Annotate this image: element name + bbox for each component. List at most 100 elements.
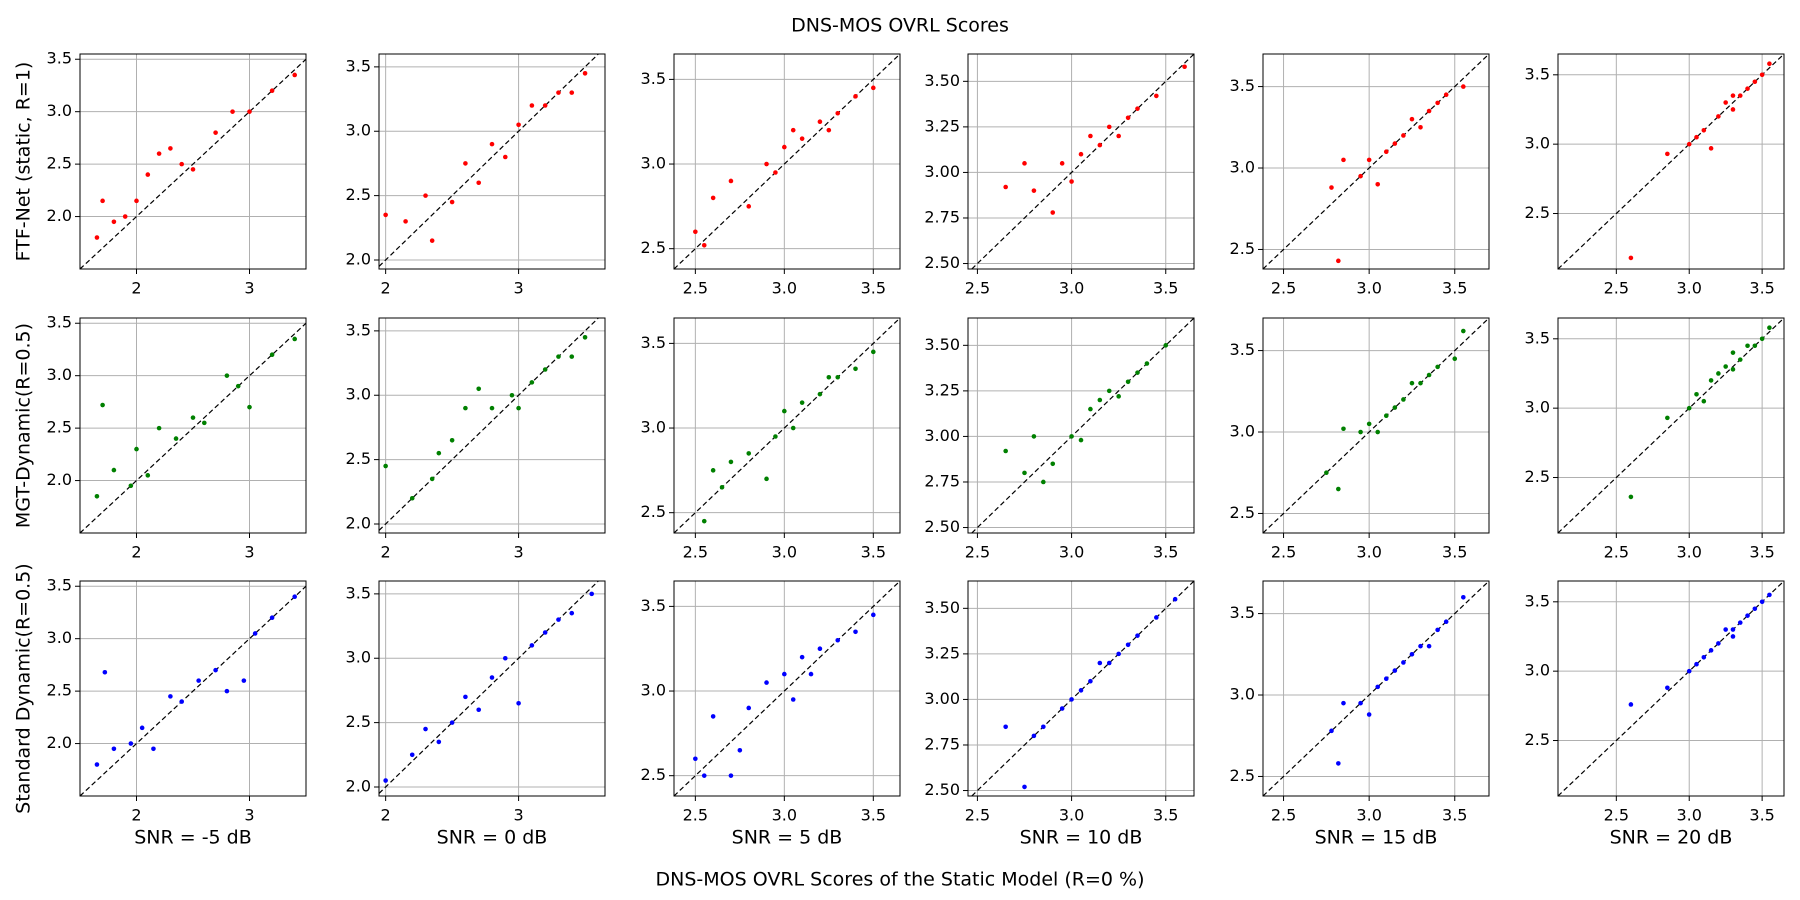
scatter-point bbox=[463, 694, 468, 700]
scatter-point bbox=[569, 90, 575, 95]
y-tick-label: 2.0 bbox=[47, 206, 72, 225]
y-tick-label: 2.5 bbox=[1230, 239, 1255, 258]
scatter-point bbox=[1443, 619, 1449, 625]
scatter-point bbox=[1435, 100, 1440, 106]
scatter-point bbox=[835, 110, 841, 116]
scatter-point bbox=[1716, 114, 1721, 119]
scatter-point bbox=[269, 615, 275, 621]
x-tick-label: 2.5 bbox=[1271, 543, 1296, 562]
scatter-point bbox=[1341, 700, 1346, 706]
x-tick-label: 3.5 bbox=[1442, 279, 1467, 298]
scatter-point bbox=[1730, 627, 1736, 632]
column-label: SNR = 0 dB bbox=[437, 827, 548, 849]
y-tick-label: 2.0 bbox=[346, 776, 371, 795]
scatter-point bbox=[202, 420, 207, 426]
x-tick-label: 3.5 bbox=[861, 806, 886, 825]
identity-line bbox=[79, 58, 307, 270]
identity-line bbox=[1557, 317, 1785, 534]
scatter-point bbox=[569, 354, 575, 359]
x-tick-label: 2.5 bbox=[965, 806, 990, 825]
scatter-point bbox=[1409, 380, 1415, 386]
scatter-point bbox=[449, 438, 455, 443]
scatter-point bbox=[1088, 133, 1093, 139]
scatter-point bbox=[383, 463, 388, 469]
identity-line bbox=[378, 580, 599, 794]
axes-frame bbox=[967, 317, 1195, 534]
scatter-point bbox=[1041, 724, 1046, 730]
scatter-point bbox=[1628, 702, 1634, 707]
y-tick-label: 3.00 bbox=[924, 162, 960, 181]
axes-frame bbox=[79, 53, 307, 270]
x-tick-label: 2.5 bbox=[1604, 279, 1629, 298]
scatter-point bbox=[1401, 133, 1406, 138]
x-tick-label: 3.5 bbox=[1153, 806, 1178, 825]
scatter-point bbox=[1730, 634, 1736, 639]
axes-frame bbox=[1557, 317, 1785, 534]
scatter-point bbox=[1059, 706, 1065, 711]
x-tick-label: 2 bbox=[131, 806, 141, 825]
scatter-point bbox=[1135, 370, 1140, 375]
identity-line bbox=[673, 317, 901, 534]
scatter-point bbox=[476, 180, 482, 186]
scatter-point bbox=[1031, 188, 1037, 193]
scatter-point bbox=[1701, 654, 1707, 660]
scatter-point bbox=[826, 127, 832, 133]
x-tick-label: 2.5 bbox=[683, 806, 708, 825]
scatter-point bbox=[582, 335, 588, 340]
scatter-point bbox=[247, 109, 252, 114]
scatter-point bbox=[1716, 371, 1721, 376]
scatter-point bbox=[292, 336, 298, 342]
scatter-point bbox=[871, 85, 876, 91]
y-tick-label: 2.50 bbox=[924, 253, 960, 272]
scatter-point bbox=[156, 425, 162, 431]
scatter-point bbox=[799, 400, 805, 405]
subplot: 2 3 2.0 2.5 3.0 3.5 MGT-Dynamic(R=0.5) bbox=[13, 313, 307, 562]
scatter-point bbox=[1116, 651, 1121, 657]
identity-line bbox=[971, 580, 1195, 797]
identity-line bbox=[673, 580, 901, 797]
y-tick-label: 2.5 bbox=[346, 185, 371, 204]
scatter-point bbox=[1708, 648, 1714, 653]
scatter-point bbox=[1329, 185, 1334, 190]
scatter-point bbox=[292, 594, 298, 600]
scatter-point bbox=[529, 643, 535, 648]
scatter-point bbox=[1409, 651, 1415, 657]
scatter-point bbox=[111, 467, 117, 473]
scatter-point bbox=[179, 699, 184, 704]
y-tick-label: 3.0 bbox=[641, 418, 666, 437]
scatter-point bbox=[1628, 255, 1634, 261]
x-tick-label: 3.0 bbox=[772, 806, 797, 825]
x-tick-label: 2.5 bbox=[683, 279, 708, 298]
subplot: 2 3 2.0 2.5 3.0 3.5 bbox=[346, 317, 606, 562]
scatter-point bbox=[1163, 343, 1169, 348]
scatter-point bbox=[542, 103, 548, 108]
scatter-point bbox=[746, 204, 752, 209]
scatter-point bbox=[1375, 182, 1381, 187]
scatter-point bbox=[1730, 93, 1736, 98]
scatter-point bbox=[1730, 367, 1736, 372]
scatter-point bbox=[1154, 615, 1159, 620]
scatter-point bbox=[529, 380, 535, 385]
scatter-point bbox=[746, 451, 752, 456]
scatter-point bbox=[1759, 599, 1765, 605]
scatter-point bbox=[1341, 426, 1346, 432]
scatter-point bbox=[1752, 343, 1758, 349]
y-tick-label: 2.5 bbox=[1525, 203, 1550, 222]
scatter-point bbox=[151, 746, 156, 752]
scatter-point bbox=[826, 374, 832, 380]
scatter-point bbox=[1409, 116, 1415, 122]
scatter-point bbox=[1341, 157, 1346, 163]
axes-frame bbox=[378, 53, 606, 270]
scatter-point bbox=[853, 629, 858, 635]
identity-line bbox=[673, 53, 901, 270]
y-tick-label: 2.50 bbox=[924, 517, 960, 536]
y-tick-label: 3.5 bbox=[47, 313, 72, 332]
y-tick-label: 2.5 bbox=[47, 418, 72, 437]
scatter-point bbox=[1078, 151, 1084, 157]
scatter-point bbox=[1435, 364, 1440, 370]
scatter-point bbox=[1723, 364, 1728, 369]
scatter-point bbox=[1358, 700, 1363, 706]
scatter-point bbox=[168, 146, 173, 151]
